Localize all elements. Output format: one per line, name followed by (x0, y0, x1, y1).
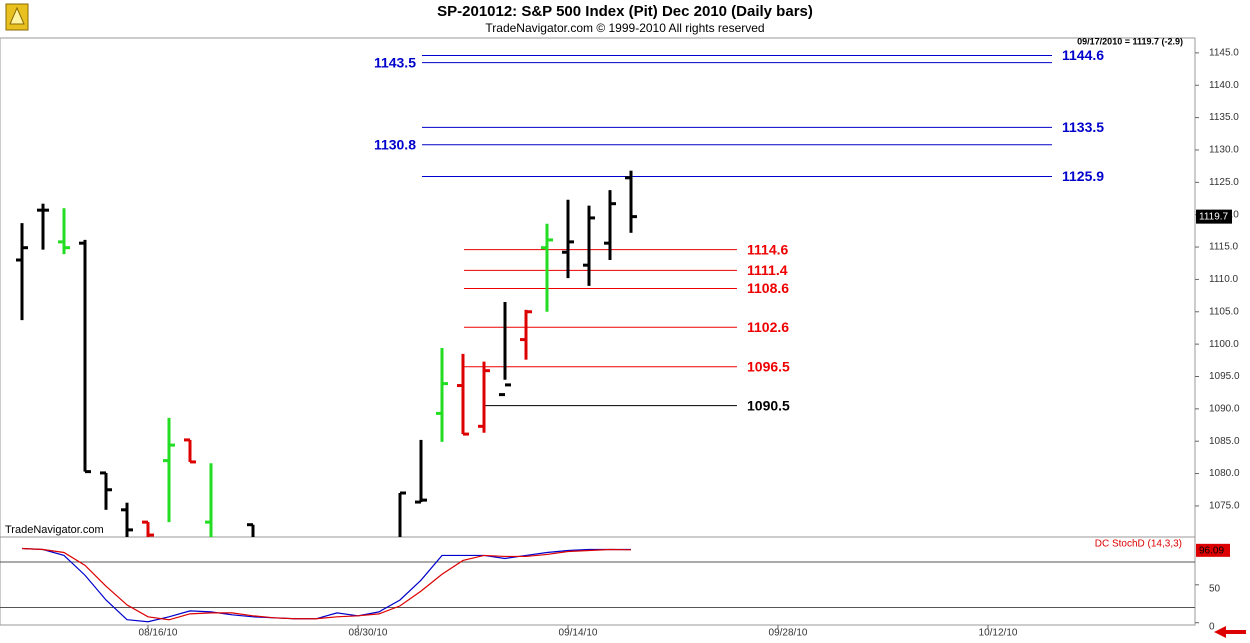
y-tick-label: 0 (1209, 621, 1215, 632)
x-tick-label: 09/28/10 (769, 628, 808, 639)
x-tick-label: 08/16/10 (139, 628, 178, 639)
y-tick-label: 1135.0 (1209, 112, 1239, 123)
y-tick-label: 1085.0 (1209, 436, 1240, 447)
stoch-tag-label: 96.09 (1199, 545, 1224, 556)
level-label: 1111.4 (747, 262, 788, 278)
last-price-label: 1119.7 (1199, 211, 1229, 222)
y-tick-label: 1080.0 (1209, 468, 1240, 479)
y-tick-label: 1075.0 (1209, 501, 1240, 512)
stoch-line (21, 547, 632, 621)
y-tick-label: 1115.0 (1209, 242, 1239, 253)
y-tick-label: 1105.0 (1209, 306, 1239, 317)
y-tick-label: 1145.0 (1209, 48, 1239, 59)
stoch-tag (1196, 543, 1230, 557)
y-tick-label: 1125.0 (1209, 177, 1239, 188)
scroll-arrow[interactable] (1214, 626, 1246, 638)
status: 09/17/2010 = 1119.7 (-2.9) (1077, 36, 1183, 46)
level-label: 1108.6 (747, 280, 789, 296)
chart-title: SP-201012: S&P 500 Index (Pit) Dec 2010 … (437, 3, 813, 20)
level-label: 1114.6 (747, 241, 788, 257)
y-tick-label: 1095.0 (1209, 371, 1240, 382)
subtitle: TradeNavigator.com © 1999-2010 All right… (485, 21, 764, 35)
price-plot (16, 54, 1052, 537)
last-price-tag (1196, 209, 1232, 224)
y-tick-label: 50 (1209, 583, 1221, 594)
y-tick-label: 1140.0 (1209, 80, 1239, 91)
level-label: 1143.5 (374, 54, 416, 70)
level-label: 1133.5 (1062, 119, 1104, 135)
x-tick-label: 08/30/10 (349, 628, 388, 639)
level-label: 1090.5 (747, 397, 790, 413)
watermark: TradeNavigator.com (5, 524, 104, 536)
y-tick-label: 1100.0 (1209, 339, 1239, 350)
level-label: 1125.9 (1062, 168, 1104, 184)
stoch-title: DC StochD (14,3,3) (1095, 539, 1182, 550)
y-tick-label: 1130.0 (1209, 145, 1239, 156)
app-icon (5, 3, 29, 31)
stoch-line (21, 547, 631, 623)
level-label: 1130.8 (374, 136, 416, 152)
level-label: 1102.6 (747, 319, 789, 335)
x-tick-label: 09/14/10 (559, 628, 598, 639)
y-tick-label: 1090.0 (1209, 403, 1240, 414)
level-label: 1096.5 (747, 358, 790, 374)
level-label: 1144.6 (1062, 47, 1104, 63)
y-tick-label: 1110.0 (1209, 274, 1239, 285)
stoch-plot (0, 547, 1195, 623)
stoch-pane (0, 536, 1196, 626)
x-tick-label: 10/12/10 (979, 628, 1018, 639)
